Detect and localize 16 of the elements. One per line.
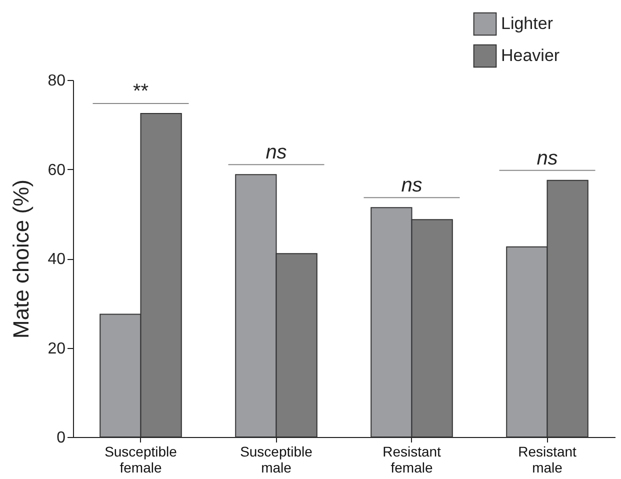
annotation: ns: [266, 142, 287, 164]
x-tick-label: Resistant male: [518, 444, 577, 476]
annotation: ns: [536, 147, 558, 170]
y-tick-label: 40: [48, 251, 66, 268]
x-tick-label: Susceptible male: [240, 444, 313, 476]
legend-label: Heavier: [501, 46, 560, 65]
legend-label: Lighter: [501, 14, 554, 33]
annotation: ns: [401, 174, 422, 197]
x-tick-label: Resistant female: [382, 444, 442, 476]
y-tick-label: 80: [48, 72, 66, 90]
x-tick-label: Susceptible female: [104, 444, 178, 476]
annotation: **: [132, 80, 149, 102]
y-tick-label: 20: [48, 340, 66, 358]
y-tick-label: 0: [56, 430, 66, 446]
y-axis-title: Mate choice (%): [8, 180, 34, 338]
y-tick-label: 60: [48, 162, 66, 179]
